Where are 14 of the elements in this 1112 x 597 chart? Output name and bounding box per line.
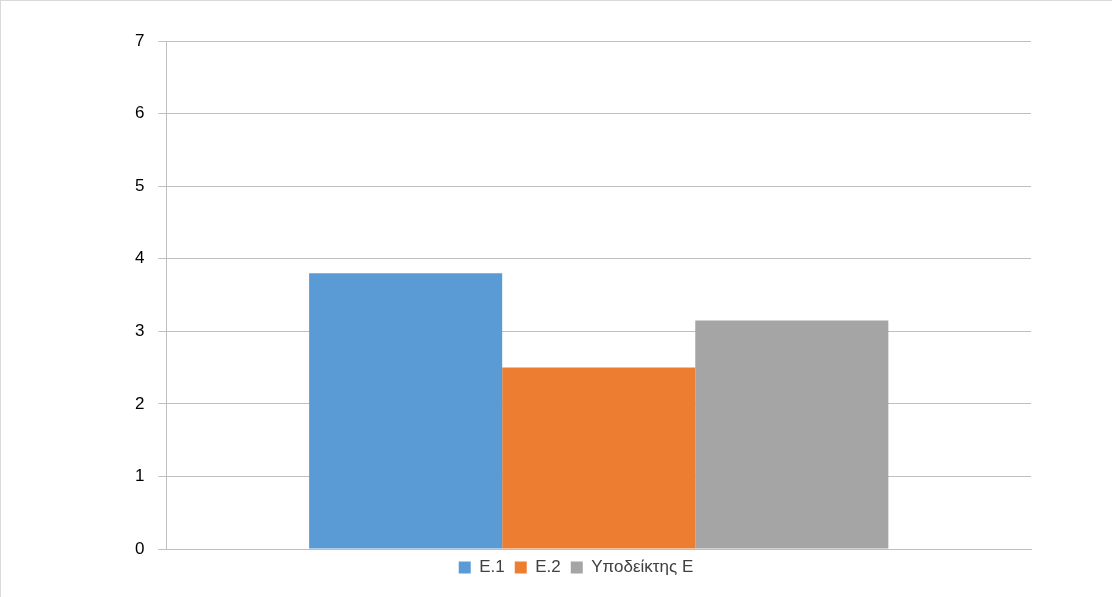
y-tick-label: 3 bbox=[134, 320, 145, 340]
y-tick-label: 7 bbox=[134, 30, 145, 50]
y-tick-label: 5 bbox=[134, 175, 145, 195]
legend-label: E.2 bbox=[535, 557, 561, 577]
bar bbox=[502, 367, 696, 549]
bar bbox=[309, 273, 503, 549]
y-tick-label: 0 bbox=[134, 538, 145, 558]
y-tick-label: 1 bbox=[134, 466, 145, 486]
legend-label: E.1 bbox=[479, 557, 505, 577]
y-tick-label: 2 bbox=[134, 393, 145, 413]
y-tick-label: 4 bbox=[134, 248, 145, 268]
bar bbox=[695, 320, 889, 549]
legend-label: Υποδείκτης Ε bbox=[591, 557, 694, 577]
y-tick-label: 6 bbox=[134, 103, 145, 123]
